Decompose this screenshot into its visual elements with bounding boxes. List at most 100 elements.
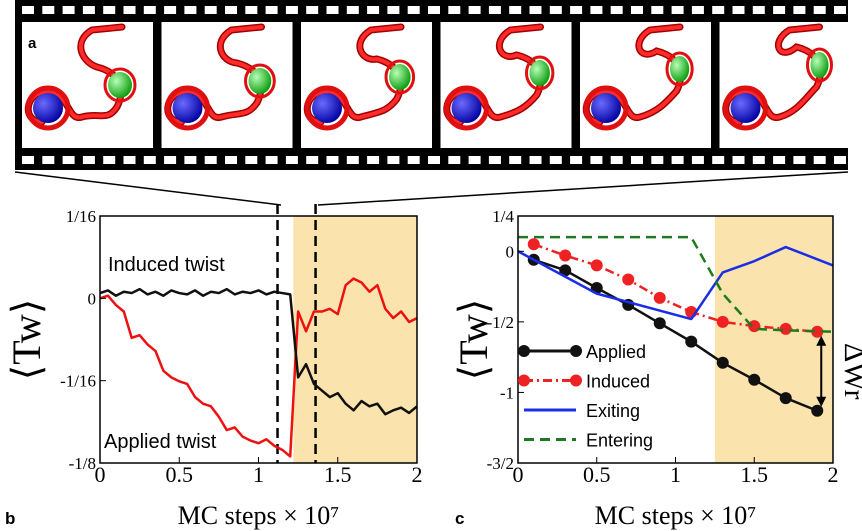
sprocket-hole xyxy=(22,6,34,14)
sprocket-hole xyxy=(245,6,257,14)
annotation: Applied twist xyxy=(104,431,217,453)
y-tick-label: -1 xyxy=(500,383,514,402)
sprocket-hole xyxy=(103,6,115,14)
zoom-line xyxy=(318,172,848,205)
sprocket-hole xyxy=(753,156,765,164)
sprocket-hole xyxy=(205,6,217,14)
sprocket-hole xyxy=(469,156,481,164)
sprocket-hole xyxy=(428,156,440,164)
x-tick-label: 2 xyxy=(412,462,423,487)
sprocket-hole xyxy=(387,6,399,14)
blue-sphere xyxy=(33,93,63,123)
annotation: Induced twist xyxy=(108,254,225,276)
sprocket-hole xyxy=(611,6,623,14)
sprocket-hole xyxy=(164,6,176,14)
series-marker xyxy=(780,392,792,404)
sprocket-hole xyxy=(306,6,318,14)
sprocket-hole xyxy=(266,6,278,14)
sprocket-hole xyxy=(306,156,318,164)
sprocket-hole xyxy=(550,156,562,164)
legend-marker xyxy=(570,375,582,387)
film-strip xyxy=(15,0,851,170)
sprocket-hole xyxy=(570,6,582,14)
frame xyxy=(162,22,293,148)
sprocket-hole xyxy=(712,156,724,164)
legend-marker xyxy=(570,345,582,357)
y-tick-label: 1/4 xyxy=(492,207,514,226)
legend-marker xyxy=(518,375,530,387)
sprocket-hole xyxy=(144,6,156,14)
figure: a1/160-1/16-1/800.511.52MC steps × 10⁷⟨T… xyxy=(0,0,862,531)
frame xyxy=(720,22,851,148)
sprocket-hole xyxy=(793,6,805,14)
sprocket-hole xyxy=(773,6,785,14)
sprocket-hole xyxy=(266,156,278,164)
sprocket-hole xyxy=(469,6,481,14)
x-axis-label: MC steps × 10⁷ xyxy=(595,501,757,530)
y-tick-label: 1/16 xyxy=(66,207,96,226)
sprocket-hole xyxy=(530,6,542,14)
blue-sphere xyxy=(173,93,203,123)
y-tick-label: 0 xyxy=(88,289,97,308)
frame xyxy=(441,22,572,148)
legend-label: Exiting xyxy=(586,401,640,421)
series-marker xyxy=(528,238,540,250)
green-sphere xyxy=(249,68,272,94)
green-sphere xyxy=(108,72,132,98)
sprocket-hole xyxy=(327,6,339,14)
series-marker xyxy=(654,292,666,304)
highlight-region xyxy=(293,216,417,463)
panel-label: c xyxy=(455,509,464,528)
sprocket-hole xyxy=(509,6,521,14)
sprocket-hole xyxy=(42,6,54,14)
blue-sphere xyxy=(452,93,482,123)
sprocket-hole xyxy=(144,156,156,164)
sprocket-hole xyxy=(651,156,663,164)
sprocket-hole xyxy=(245,156,257,164)
sprocket-hole xyxy=(42,156,54,164)
sprocket-hole xyxy=(489,6,501,14)
sprocket-hole xyxy=(733,6,745,14)
sprocket-hole xyxy=(124,156,136,164)
sprocket-hole xyxy=(184,6,196,14)
green-sphere xyxy=(530,60,550,86)
y-axis-label: ⟨Tw⟩ xyxy=(4,299,49,381)
panel-label: b xyxy=(5,509,15,528)
y-axis-label: ⟨Tw⟩ xyxy=(451,299,496,381)
sprocket-hole xyxy=(814,6,826,14)
sprocket-hole xyxy=(631,6,643,14)
sprocket-hole xyxy=(611,156,623,164)
sprocket-hole xyxy=(489,156,501,164)
blue-sphere xyxy=(591,93,621,123)
y-tick-label: -1/16 xyxy=(60,372,96,391)
series-marker xyxy=(717,316,729,328)
x-tick-label: 2 xyxy=(828,462,839,487)
green-sphere xyxy=(811,52,829,78)
legend-label: Entering xyxy=(586,431,653,451)
sprocket-hole xyxy=(408,156,420,164)
sprocket-hole xyxy=(347,156,359,164)
sprocket-hole xyxy=(448,156,460,164)
sprocket-hole xyxy=(286,6,298,14)
sprocket-hole xyxy=(590,156,602,164)
sprocket-hole xyxy=(692,156,704,164)
sprocket-hole xyxy=(327,156,339,164)
x-axis-label: MC steps × 10⁷ xyxy=(178,501,340,530)
x-tick-label: 1.5 xyxy=(741,462,769,487)
x-tick-label: 0 xyxy=(95,462,106,487)
blue-sphere xyxy=(312,93,342,123)
sprocket-hole xyxy=(367,6,379,14)
sprocket-hole xyxy=(286,156,298,164)
series-marker xyxy=(559,250,571,262)
series-marker xyxy=(811,405,823,417)
sprocket-hole xyxy=(753,6,765,14)
sprocket-hole xyxy=(205,156,217,164)
sprocket-hole xyxy=(428,6,440,14)
legend-label: Induced xyxy=(586,372,650,392)
frame xyxy=(22,22,153,148)
series-marker xyxy=(591,259,603,271)
sprocket-hole xyxy=(22,156,34,164)
sprocket-hole xyxy=(631,156,643,164)
zoom-line xyxy=(15,172,281,205)
sprocket-hole xyxy=(448,6,460,14)
